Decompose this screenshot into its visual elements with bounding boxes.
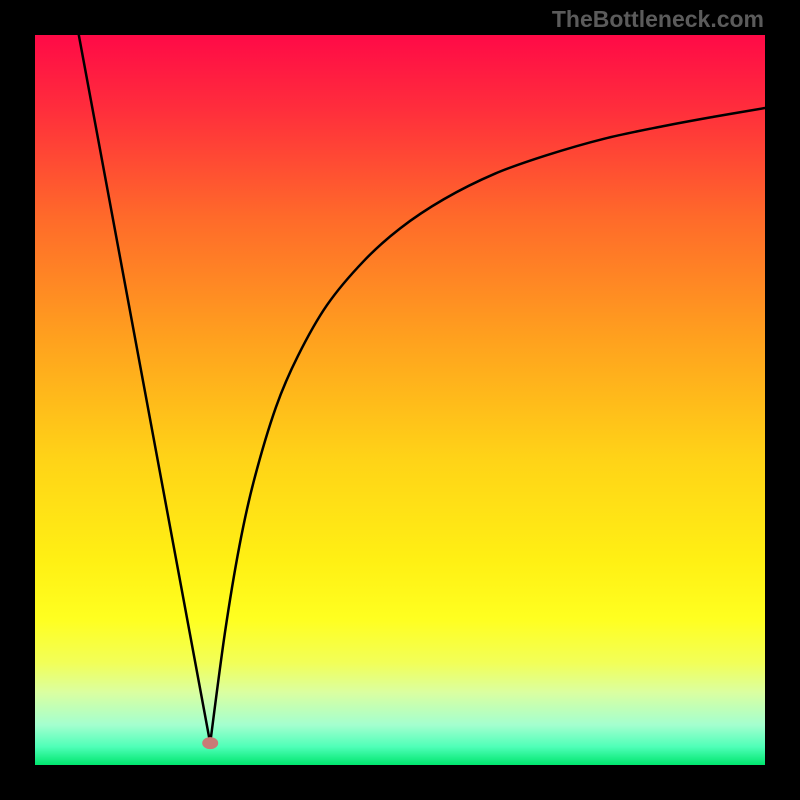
plot-area xyxy=(35,35,765,765)
min-marker xyxy=(202,737,218,749)
bottleneck-curve xyxy=(35,35,765,765)
watermark-text: TheBottleneck.com xyxy=(552,6,764,33)
stage: TheBottleneck.com xyxy=(0,0,800,800)
curve-path xyxy=(79,35,765,743)
